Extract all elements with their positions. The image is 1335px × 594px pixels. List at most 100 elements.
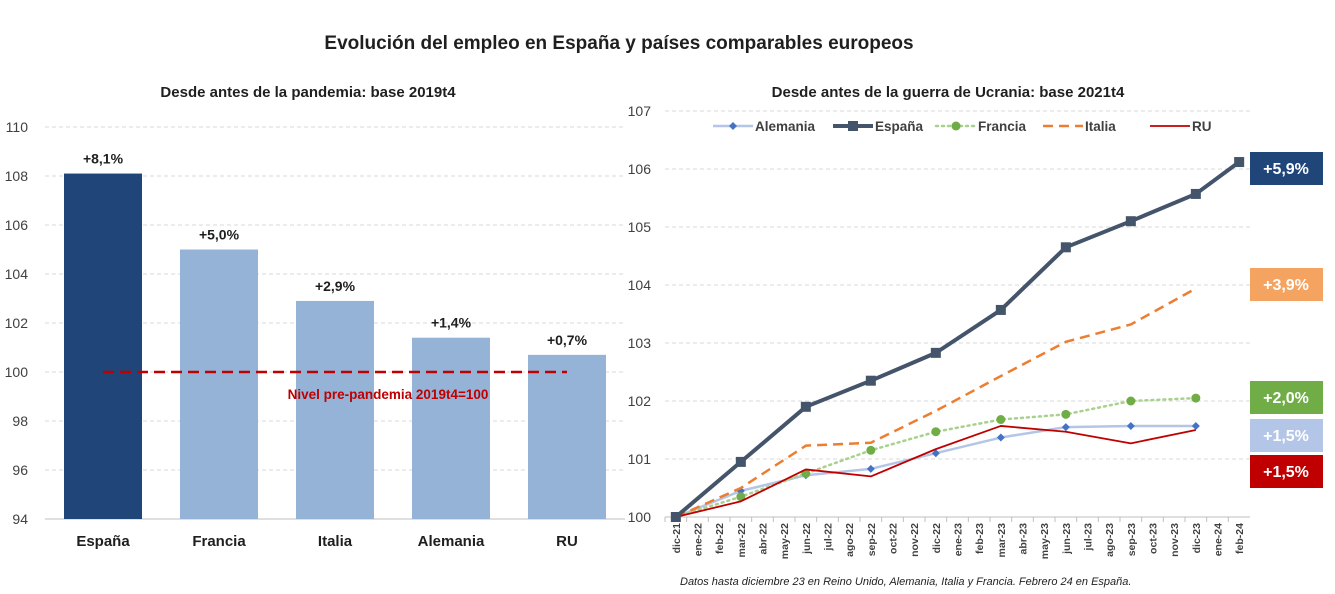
x-tick-label: oct-22 <box>888 523 900 554</box>
end-label-francia: +2,0% <box>1250 381 1323 414</box>
series-italia <box>675 287 1197 519</box>
x-tick-label: dic-22 <box>931 523 943 554</box>
bar-data-label: +1,4% <box>431 315 472 331</box>
y-tick-label: 102 <box>628 393 652 409</box>
x-tick-label: jul-22 <box>823 523 835 552</box>
bar-data-label: +0,7% <box>547 332 588 348</box>
legend-item: Francia <box>934 119 1027 134</box>
x-tick-label: oct-23 <box>1148 523 1160 554</box>
data-point <box>736 492 746 502</box>
x-tick-label: ene-24 <box>1213 523 1225 556</box>
x-tick-label: sep-23 <box>1126 523 1138 556</box>
legend-item: Italia <box>1043 119 1116 134</box>
y-tick-label: 107 <box>628 103 652 119</box>
data-point <box>1060 242 1071 253</box>
bar-data-label: +5,0% <box>199 227 240 243</box>
reference-line-label: Nivel pre-pandemia 2019t4=100 <box>288 387 489 402</box>
data-point <box>729 122 737 130</box>
x-tick-label: dic-21 <box>671 523 683 554</box>
data-point <box>1234 157 1245 168</box>
series-line <box>674 396 1198 519</box>
x-tick-label: abr-23 <box>1018 523 1030 555</box>
x-tick-label: dic-23 <box>1191 523 1203 554</box>
x-tick-label: mar-22 <box>736 523 748 558</box>
x-tick-label: jun-23 <box>1061 523 1073 555</box>
series-line <box>674 160 1241 519</box>
end-label-text: +1,5% <box>1263 464 1309 481</box>
series-alemania <box>671 421 1200 521</box>
line-chart-title: Desde antes de la guerra de Ucrania: bas… <box>772 84 1125 101</box>
legend-label: Francia <box>978 119 1027 134</box>
x-tick-label: Francia <box>192 533 246 550</box>
data-point <box>866 445 876 455</box>
legend-item: RU <box>1150 119 1212 134</box>
y-tick-label: 108 <box>5 168 29 184</box>
x-tick-label: feb-24 <box>1234 523 1246 554</box>
end-label-ru: +1,5% <box>1250 455 1323 488</box>
x-tick-label: abr-22 <box>758 523 770 555</box>
x-tick-label: ago-22 <box>844 523 856 557</box>
end-label-españa: +5,9% <box>1250 152 1323 185</box>
bar <box>296 300 374 519</box>
end-label-text: +3,9% <box>1263 277 1309 294</box>
x-tick-label: jun-22 <box>801 523 813 555</box>
end-label-box <box>1250 381 1323 414</box>
x-tick-label: ene-23 <box>953 523 965 556</box>
series-españa <box>670 157 1245 522</box>
legend-label: España <box>875 119 924 134</box>
end-label-text: +1,5% <box>1263 428 1309 445</box>
series-ru <box>675 425 1197 518</box>
data-point <box>735 456 746 467</box>
x-tick-label: sep-22 <box>866 523 878 556</box>
bar-data-label: +2,9% <box>315 278 356 294</box>
x-tick-label: may-22 <box>779 523 791 559</box>
y-tick-label: 103 <box>628 335 652 351</box>
data-point <box>1191 421 1200 430</box>
data-point <box>930 347 941 358</box>
x-tick-label: mar-23 <box>996 523 1008 558</box>
bar <box>64 173 142 520</box>
x-tick-label: Italia <box>318 533 353 550</box>
x-tick-label: feb-22 <box>714 523 726 554</box>
x-tick-label: feb-23 <box>974 523 986 554</box>
x-tick-label: ago-23 <box>1104 523 1116 557</box>
x-tick-label: nov-22 <box>909 523 921 557</box>
legend-item: España <box>833 119 924 134</box>
data-point <box>670 512 681 522</box>
bar-chart-title: Desde antes de la pandemia: base 2019t4 <box>160 84 456 101</box>
y-tick-label: 94 <box>12 511 28 527</box>
end-label-text: +5,9% <box>1263 161 1309 178</box>
series-line <box>675 424 1196 519</box>
series-line <box>675 287 1197 519</box>
x-tick-label: RU <box>556 533 578 550</box>
legend-label: Alemania <box>755 119 816 134</box>
bar <box>412 337 490 519</box>
data-point <box>1125 216 1136 227</box>
y-tick-label: 96 <box>12 462 28 478</box>
end-label-box <box>1250 152 1323 185</box>
bar-chart: Desde antes de la pandemia: base 2019t4 9… <box>5 84 625 550</box>
y-tick-label: 98 <box>12 413 28 429</box>
y-tick-label: 106 <box>628 161 652 177</box>
data-point <box>995 304 1006 315</box>
legend-item: Alemania <box>713 119 816 134</box>
data-point <box>865 375 876 386</box>
data-point <box>931 427 941 437</box>
legend-label: Italia <box>1085 119 1116 134</box>
end-label-box <box>1250 455 1323 488</box>
y-tick-label: 101 <box>628 451 652 467</box>
data-point <box>996 415 1006 425</box>
end-label-text: +2,0% <box>1263 390 1309 407</box>
data-point <box>1126 421 1135 430</box>
main-title: Evolución del empleo en España y países … <box>324 33 914 54</box>
series-line <box>675 425 1197 518</box>
end-label-italia: +3,9% <box>1250 268 1323 301</box>
end-label-box <box>1250 268 1323 301</box>
data-point <box>1190 188 1201 199</box>
bar <box>180 249 258 519</box>
data-point <box>800 401 811 412</box>
data-point <box>1191 393 1201 403</box>
data-point <box>931 449 940 458</box>
x-tick-label: ene-22 <box>693 523 705 556</box>
